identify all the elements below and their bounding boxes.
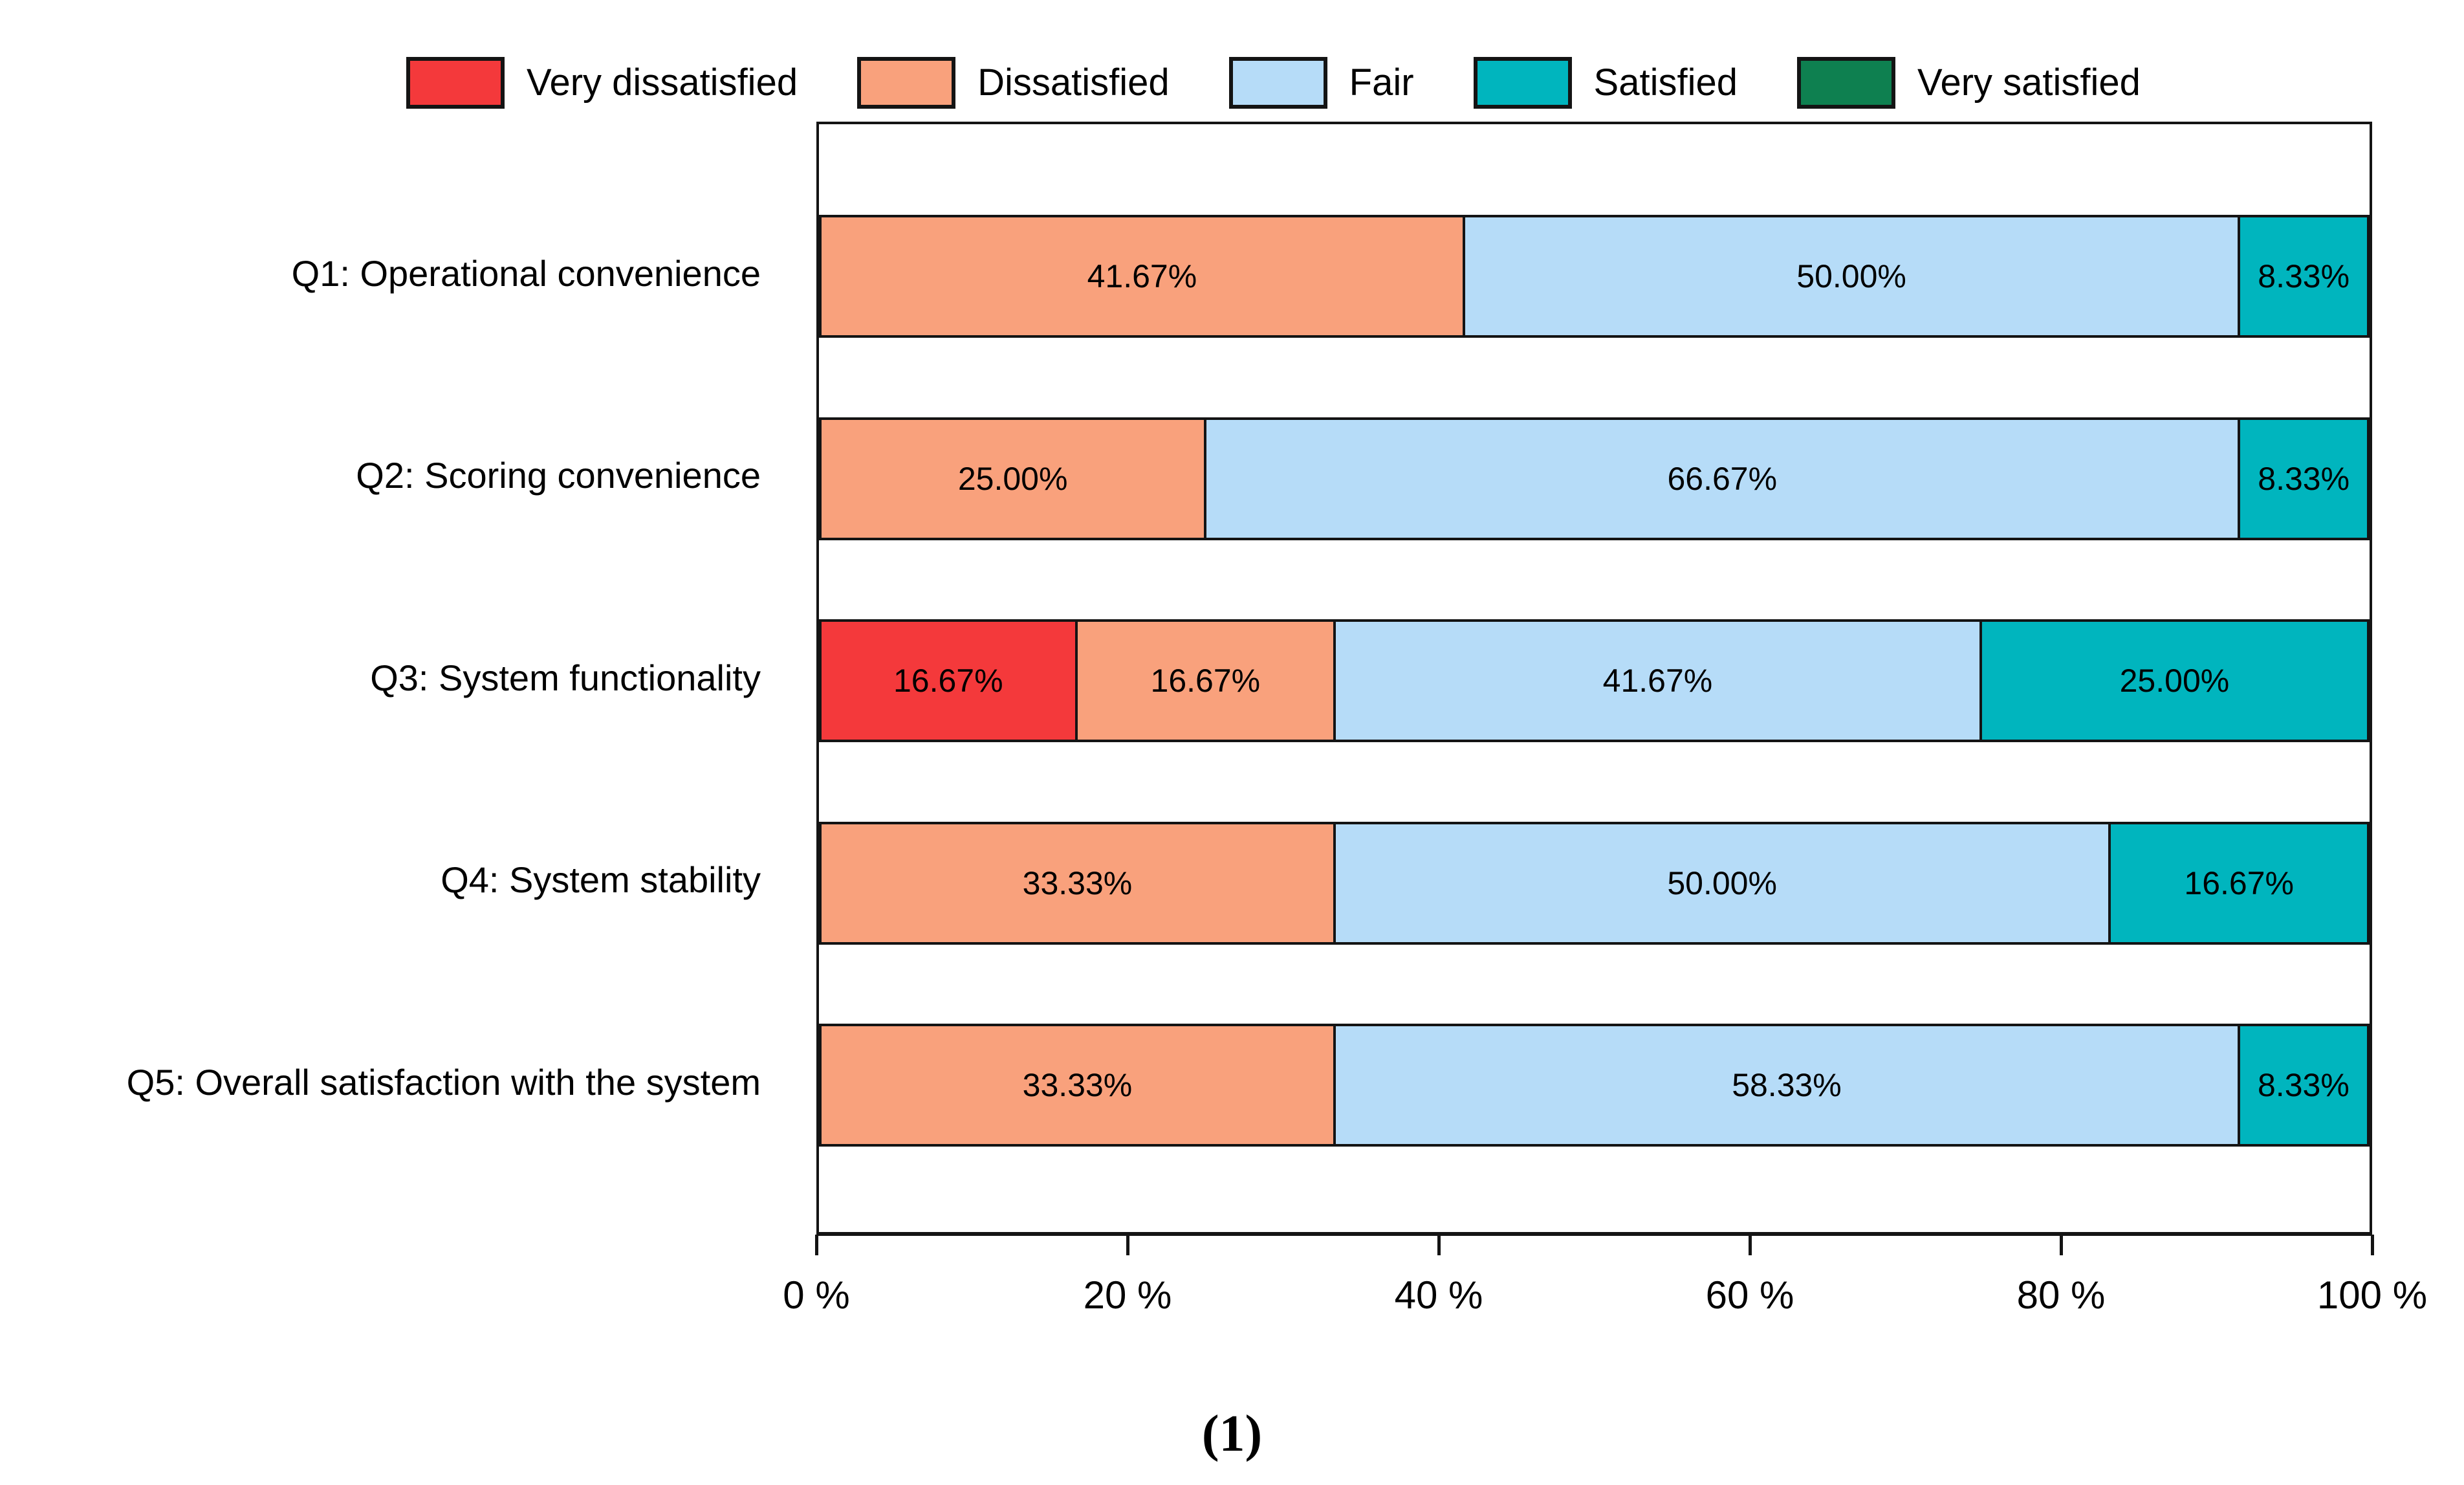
bar-segment: 16.67% xyxy=(2108,821,2370,945)
category-label: Q1: Operational convenience xyxy=(291,252,761,294)
bar-segment: 66.67% xyxy=(1204,417,2241,540)
legend-item: Fair xyxy=(1228,57,1414,109)
category-label: Q2: Scoring convenience xyxy=(356,455,761,496)
bar-segment: 8.33% xyxy=(2238,1024,2370,1147)
bar-value-label: 16.67% xyxy=(1150,663,1261,699)
bar-value-label: 58.33% xyxy=(1732,1067,1842,1103)
legend-swatch-icon xyxy=(1473,57,1572,109)
bar-segment: 8.33% xyxy=(2238,417,2370,540)
x-axis-tick xyxy=(2371,1235,2374,1255)
bar-value-label: 8.33% xyxy=(2258,460,2350,497)
bar-row: 25.00% 66.67% 8.33% xyxy=(819,417,2370,540)
x-axis-tick xyxy=(815,1235,818,1255)
x-axis-tick xyxy=(1126,1235,1129,1255)
legend-label: Very dissatisfied xyxy=(527,61,798,104)
bar-value-label: 66.67% xyxy=(1667,460,1778,497)
bar-row: 41.67% 50.00% 8.33% xyxy=(819,215,2370,338)
chart-legend: Very dissatisfied Dissatisfied Fair Satisfi… xyxy=(406,57,2141,109)
figure-caption: (1) xyxy=(1201,1405,1263,1462)
bar-segment: 41.67% xyxy=(1333,619,1982,742)
bar-row: 16.67% 16.67% 41.67% 25.00% xyxy=(819,619,2370,742)
bar-value-label: 8.33% xyxy=(2258,1067,2350,1103)
legend-item: Very dissatisfied xyxy=(406,57,798,109)
bar-value-label: 41.67% xyxy=(1602,663,1713,699)
x-axis-tick-label: 40 % xyxy=(1394,1273,1483,1317)
bar-row: 33.33% 58.33% 8.33% xyxy=(819,1024,2370,1147)
bar-segment: 16.67% xyxy=(819,619,1078,742)
legend-swatch-icon xyxy=(406,57,505,109)
bar-segment: 50.00% xyxy=(1462,215,2241,338)
bar-segment: 25.00% xyxy=(819,417,1207,540)
x-axis-tick-label: 100 % xyxy=(2317,1273,2428,1317)
category-label: Q3: System functionality xyxy=(370,657,761,698)
category-labels: Q1: Operational convenience Q2: Scoring c… xyxy=(0,0,788,1485)
legend-label: Fair xyxy=(1349,61,1414,104)
x-axis-tick-label: 20 % xyxy=(1083,1273,1172,1317)
legend-item: Very satisfied xyxy=(1797,57,2141,109)
legend-label: Very satisfied xyxy=(1917,61,2141,104)
legend-swatch-icon xyxy=(1228,57,1327,109)
legend-swatch-icon xyxy=(1797,57,1895,109)
bar-value-label: 41.67% xyxy=(1087,258,1197,294)
category-label: Q5: Overall satisfaction with the system xyxy=(126,1061,761,1103)
legend-item: Satisfied xyxy=(1473,57,1738,109)
legend-label: Satisfied xyxy=(1593,61,1738,104)
x-axis-tick-label: 60 % xyxy=(1705,1273,1794,1317)
bar-value-label: 16.67% xyxy=(2184,864,2294,901)
x-axis-tick xyxy=(1749,1235,1752,1255)
bar-value-label: 8.33% xyxy=(2258,258,2350,294)
bar-segment: 33.33% xyxy=(819,1024,1336,1147)
bar-value-label: 25.00% xyxy=(957,460,1068,497)
x-axis-tick-label: 80 % xyxy=(2016,1273,2106,1317)
legend-swatch-icon xyxy=(857,57,956,109)
x-axis-tick xyxy=(1437,1235,1441,1255)
bar-segment: 33.33% xyxy=(819,821,1336,945)
x-axis-tick xyxy=(2060,1235,2063,1255)
bar-segment: 58.33% xyxy=(1333,1024,2241,1147)
bar-segment: 25.00% xyxy=(1979,619,2370,742)
legend-label: Dissatisfied xyxy=(977,61,1170,104)
bar-segment: 8.33% xyxy=(2238,215,2370,338)
bar-value-label: 50.00% xyxy=(1796,258,1906,294)
plot-area: 41.67% 50.00% 8.33% 25.00% 66.67% 8.33% 16.67%… xyxy=(816,122,2372,1236)
bar-value-label: 25.00% xyxy=(2119,663,2230,699)
legend-item: Dissatisfied xyxy=(857,57,1170,109)
bar-value-label: 50.00% xyxy=(1667,864,1777,901)
bar-segment: 50.00% xyxy=(1333,821,2111,945)
bar-row: 33.33% 50.00% 16.67% xyxy=(819,821,2370,945)
category-label: Q4: System stability xyxy=(441,859,761,901)
bar-value-label: 16.67% xyxy=(893,663,1003,699)
bar-segment: 16.67% xyxy=(1074,619,1336,742)
bar-segment: 41.67% xyxy=(819,215,1465,338)
bar-value-label: 33.33% xyxy=(1022,864,1133,901)
bar-value-label: 33.33% xyxy=(1022,1067,1133,1103)
